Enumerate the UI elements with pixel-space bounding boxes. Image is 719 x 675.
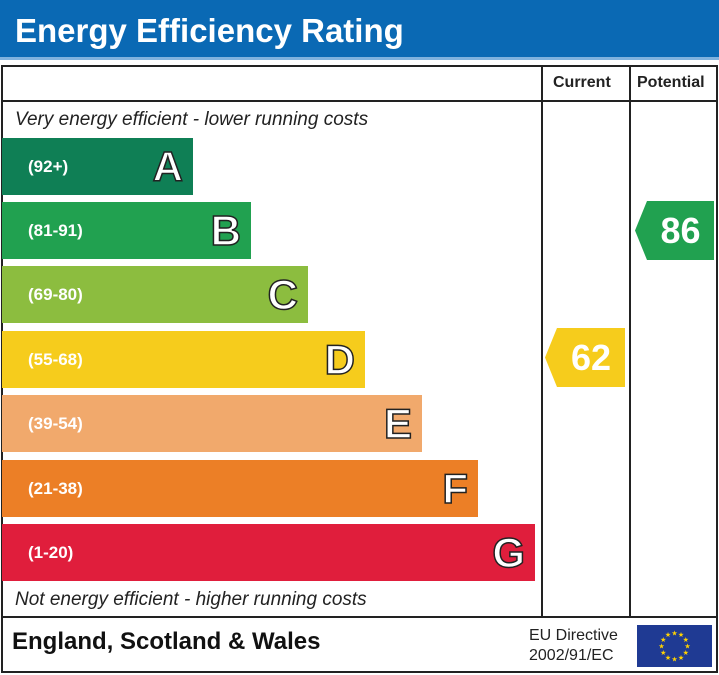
band-bar-f: (21-38) F bbox=[2, 460, 478, 517]
band-bar-g: (1-20) G bbox=[2, 524, 535, 581]
band-bar-d: (55-68) D bbox=[2, 331, 365, 388]
star-icon: ★ bbox=[658, 643, 664, 651]
band-letter: C bbox=[267, 270, 299, 319]
band-letter: D bbox=[324, 335, 356, 384]
band-letter: G bbox=[492, 528, 526, 577]
current-rating-arrow: 62 bbox=[545, 328, 625, 387]
directive-line1: EU Directive bbox=[529, 627, 618, 644]
divider bbox=[1, 616, 718, 618]
band-range: (21-38) bbox=[28, 479, 83, 498]
star-icon: ★ bbox=[683, 649, 689, 657]
star-icon: ★ bbox=[671, 656, 677, 664]
star-icon: ★ bbox=[665, 631, 671, 639]
band-range: (69-80) bbox=[28, 285, 83, 304]
band-letter: F bbox=[442, 464, 469, 513]
band-letter: A bbox=[152, 142, 184, 191]
star-icon: ★ bbox=[665, 654, 671, 662]
band-bar-c: (69-80) C bbox=[2, 266, 308, 323]
divider bbox=[1, 100, 718, 102]
star-icon: ★ bbox=[678, 631, 684, 639]
star-icon: ★ bbox=[660, 636, 666, 644]
band-range: (92+) bbox=[28, 157, 69, 176]
page-title: Energy Efficiency Rating bbox=[0, 0, 719, 60]
band-range: (81-91) bbox=[28, 221, 83, 240]
star-icon: ★ bbox=[678, 654, 684, 662]
divider bbox=[541, 65, 543, 618]
column-header-potential: Potential bbox=[637, 74, 705, 91]
band-range: (55-68) bbox=[28, 350, 83, 369]
band-bar-b: (81-91) B bbox=[2, 202, 251, 259]
band-range: (1-20) bbox=[28, 543, 74, 562]
divider bbox=[629, 65, 631, 618]
eu-directive: EU Directive 2002/91/EC bbox=[529, 626, 618, 666]
star-icon: ★ bbox=[683, 636, 689, 644]
eu-flag-icon: ★★★★★★★★★ ★ ★★ bbox=[637, 625, 712, 667]
band-letter: E bbox=[383, 399, 413, 448]
band-bar-e: (39-54) E bbox=[2, 395, 422, 452]
column-header-current: Current bbox=[553, 74, 611, 91]
star-icon: ★ bbox=[671, 630, 677, 638]
top-note: Very energy efficient - lower running co… bbox=[15, 109, 369, 130]
star-icon: ★ bbox=[684, 643, 690, 651]
region-label: England, Scotland & Wales bbox=[12, 628, 321, 655]
potential-rating-arrow: 86 bbox=[635, 201, 714, 260]
directive-line2: 2002/91/EC bbox=[529, 647, 614, 664]
band-letter: B bbox=[210, 206, 242, 255]
band-bar-a: (92+) A bbox=[2, 138, 193, 195]
bottom-note: Not energy efficient - higher running co… bbox=[15, 589, 367, 610]
band-range: (39-54) bbox=[28, 414, 83, 433]
star-icon: ★ bbox=[660, 649, 666, 657]
